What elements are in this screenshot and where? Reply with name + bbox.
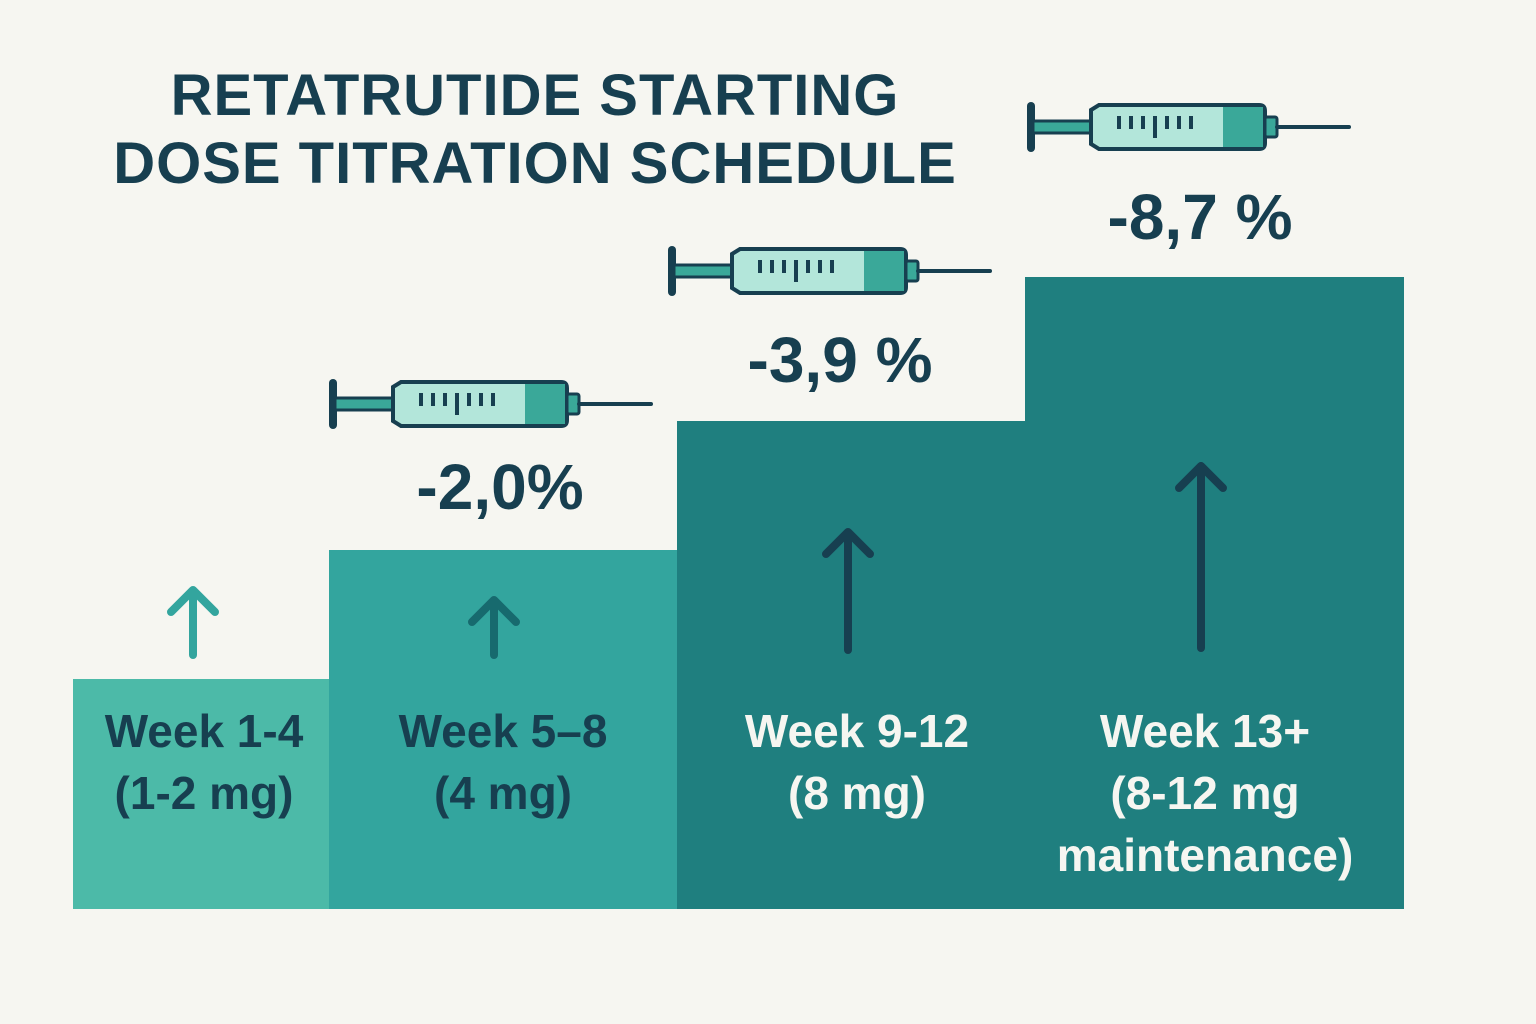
step-bar-1 — [73, 679, 329, 909]
value-label-2: -2,0% — [416, 451, 584, 523]
step-bar-3 — [677, 421, 1025, 909]
dose-label: (4 mg) — [434, 767, 572, 819]
syringe-icon — [1027, 102, 1351, 152]
syringe-icon — [329, 379, 653, 429]
dose-label: (1-2 mg) — [114, 767, 294, 819]
chart-title-line-2: DOSE TITRATION SCHEDULE — [113, 131, 957, 196]
arrow-up-icon — [468, 596, 520, 659]
step-label-2: Week 5–8 (4 mg) — [329, 700, 677, 824]
syringe-icon — [668, 246, 992, 296]
step-label-1: Week 1-4 (1-2 mg) — [73, 700, 335, 824]
week-label: Week 9-12 — [744, 705, 970, 757]
week-label: Week 1-4 — [104, 705, 304, 757]
week-label: Week 13+ — [1099, 705, 1311, 757]
value-label-3: -3,9 % — [747, 324, 933, 396]
chart-title-line-1: RETATRUTIDE STARTING — [170, 63, 900, 128]
dose-label-line-2: maintenance) — [1056, 829, 1354, 881]
arrow-up-icon — [1175, 462, 1227, 652]
week-label: Week 5–8 — [398, 705, 608, 757]
arrow-up-icon — [822, 528, 874, 654]
step-label-3: Week 9-12 (8 mg) — [677, 700, 1037, 824]
step-bar-4 — [1025, 277, 1404, 909]
dose-label: (8-12 mg — [1110, 767, 1300, 819]
step-label-4: Week 13+ (8-12 mg maintenance) — [1025, 700, 1385, 886]
arrow-up-icon — [167, 586, 219, 659]
dose-label: (8 mg) — [788, 767, 926, 819]
value-label-4: -8,7 % — [1107, 181, 1293, 253]
